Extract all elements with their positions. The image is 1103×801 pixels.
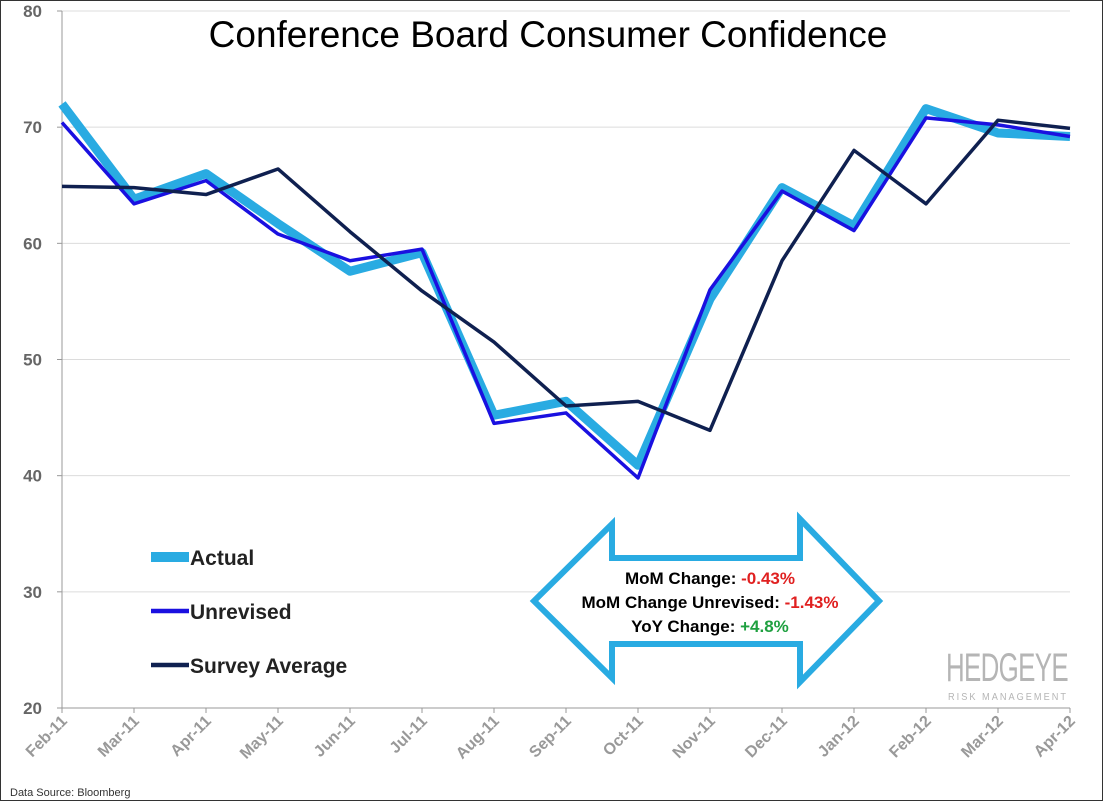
annotation-value: +4.8% [740, 617, 789, 636]
annotation-label: MoM Change Unrevised: [582, 593, 785, 612]
x-tick-label: Dec-11 [742, 713, 791, 762]
x-tick-label: Oct-11 [600, 713, 647, 760]
x-tick-label: Jun-11 [311, 713, 359, 761]
legend-label: Actual [190, 547, 254, 570]
y-tick-label: 20 [23, 699, 42, 718]
x-tick-label: Feb-12 [886, 713, 935, 762]
annotation-line: YoY Change: +4.8% [631, 617, 789, 636]
logo-main-text: HEDGEYE [946, 646, 1068, 690]
legend-label: Survey Average [190, 655, 347, 678]
series-line-survey-average [61, 118, 1071, 433]
x-tick-label: Mar-12 [958, 713, 1007, 762]
annotation-line: MoM Change Unrevised: -1.43% [582, 593, 839, 612]
annotation-label: YoY Change: [631, 617, 740, 636]
y-tick-label: 30 [23, 583, 42, 602]
x-tick-label: Sep-11 [526, 713, 575, 762]
series-line-unrevised [60, 116, 1071, 480]
x-tick-label: Apr-12 [1031, 713, 1079, 761]
x-tick-label: Apr-11 [168, 713, 215, 760]
change-annotation: MoM Change: -0.43% MoM Change Unrevised: … [529, 511, 884, 690]
annotation-label: MoM Change: [625, 569, 741, 588]
y-tick-label: 80 [23, 2, 42, 21]
x-tick-label: Feb-11 [23, 713, 71, 761]
x-tick-label: Nov-11 [670, 713, 719, 762]
data-source: Data Source: Bloomberg [10, 787, 130, 799]
x-tick-label: Jan-12 [815, 713, 863, 761]
logo-sub-text: RISK MANAGEMENT [948, 692, 1068, 703]
x-tick-label: Jul-11 [387, 713, 431, 757]
annotation-line: MoM Change: -0.43% [625, 569, 795, 588]
legend: Actual Unrevised Survey Average [151, 547, 347, 678]
gridlines [62, 10, 1070, 593]
chart-title: Conference Board Consumer Confidence [209, 14, 888, 55]
series-lines [58, 101, 1071, 480]
y-tick-label: 40 [23, 467, 42, 486]
y-tick-label: 50 [23, 351, 42, 370]
legend-label: Unrevised [190, 601, 292, 624]
annotation-value: -0.43% [741, 569, 795, 588]
annotation-value: -1.43% [785, 593, 839, 612]
x-tick-label: Mar-11 [95, 713, 143, 761]
y-tick-label: 70 [23, 118, 42, 137]
series-line-actual [58, 101, 1071, 470]
hedgeye-logo: HEDGEYE RISK MANAGEMENT [946, 646, 1069, 703]
double-arrow-icon [529, 511, 884, 690]
y-tick-labels: 20 30 40 50 60 70 80 [23, 2, 62, 718]
x-tick-label: May-11 [237, 713, 287, 763]
x-tick-label: Aug-11 [453, 713, 503, 763]
x-tick-labels: Feb-11 Mar-11 Apr-11 May-11 Jun-11 Jul-11 Aug-… [23, 708, 1079, 763]
y-tick-label: 60 [23, 234, 42, 253]
